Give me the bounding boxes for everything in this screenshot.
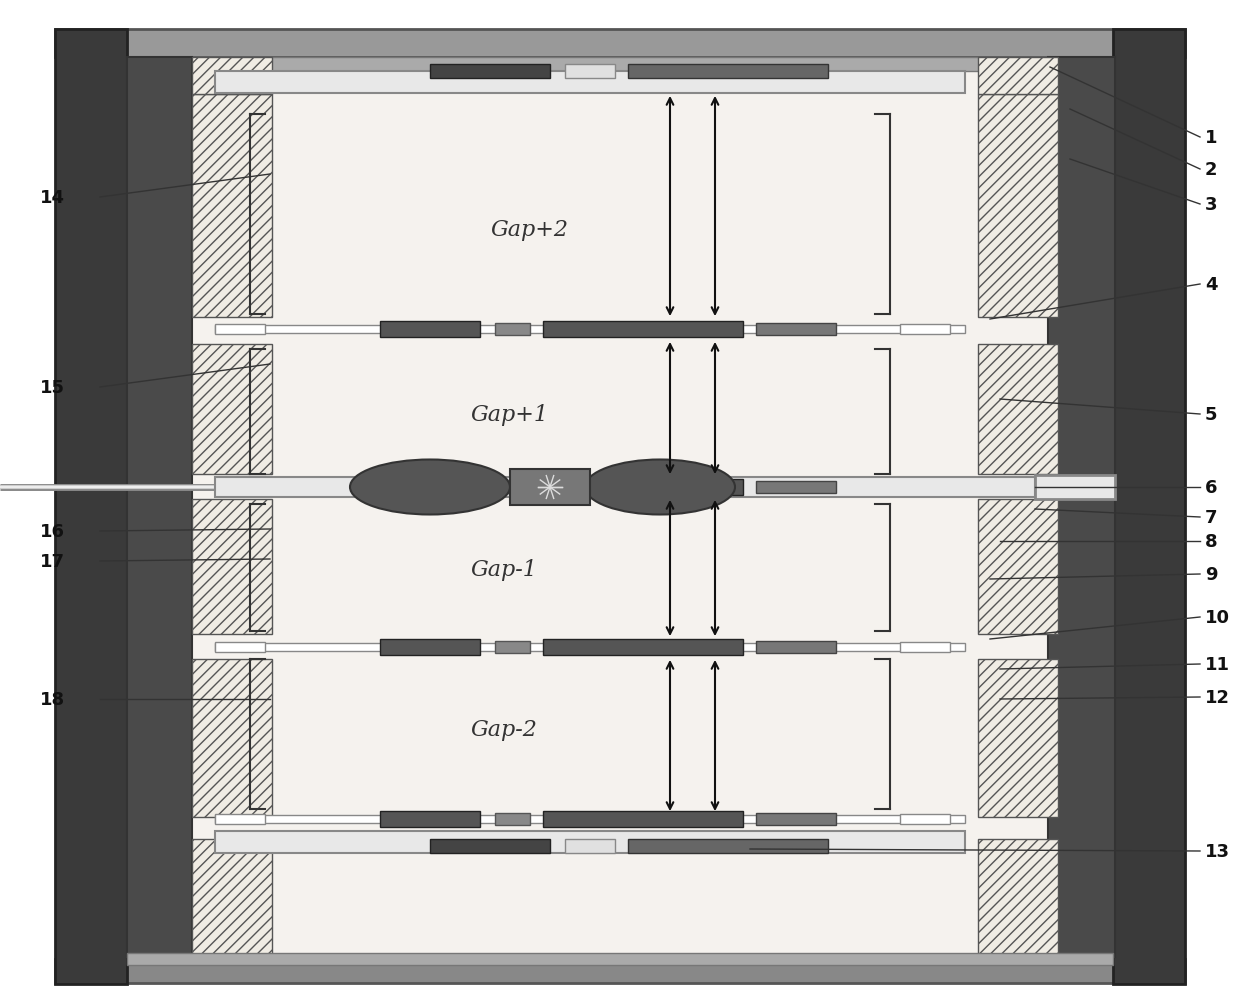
Bar [627,840,828,854]
Text: 5: 5 [1205,405,1218,423]
Bar [900,814,950,824]
Bar [55,959,1185,983]
Bar [978,95,1058,318]
Bar [756,813,836,825]
Bar [430,65,551,79]
Bar [978,659,1058,817]
Bar [565,65,615,79]
Bar [215,831,965,854]
Bar [756,481,836,493]
Text: Gap+1: Gap+1 [470,403,548,425]
Text: 15: 15 [40,378,64,396]
Text: 4: 4 [1205,276,1218,294]
Bar [192,659,272,817]
Bar [543,479,743,495]
Text: 7: 7 [1205,509,1218,527]
Bar [126,58,1114,955]
Bar [543,322,743,338]
Bar [1035,475,1115,499]
Text: 10: 10 [1205,609,1230,627]
Bar [978,345,1058,474]
Bar [126,58,1114,72]
Bar [543,639,743,655]
Bar [126,58,192,957]
Bar [215,477,1035,497]
Bar [978,58,1058,95]
Bar [900,642,950,652]
Bar [495,324,529,336]
Text: 11: 11 [1205,655,1230,673]
Bar [379,639,480,655]
Text: 3: 3 [1205,196,1218,214]
Text: Gap+2: Gap+2 [490,219,568,241]
Bar [215,483,965,491]
Bar [379,811,480,827]
Bar [215,642,265,652]
Bar [1048,58,1115,957]
Bar [192,58,272,95]
Bar [126,953,1114,965]
Text: 16: 16 [40,523,64,541]
Bar [543,811,743,827]
Bar [215,72,965,94]
Bar [215,814,265,824]
Bar [756,324,836,336]
Bar [510,469,590,506]
Bar [379,479,480,495]
Text: 6: 6 [1205,478,1218,496]
Text: Gap-1: Gap-1 [470,559,537,581]
Text: Gap-2: Gap-2 [470,718,537,740]
Text: 8: 8 [1205,533,1218,551]
Bar [900,325,950,335]
Bar [379,322,480,338]
Bar [756,641,836,653]
Text: 13: 13 [1205,843,1230,861]
Text: 9: 9 [1205,566,1218,584]
Bar [192,345,272,474]
Text: 17: 17 [40,553,64,571]
Text: 1: 1 [1205,128,1218,146]
Text: 12: 12 [1205,688,1230,706]
Bar [900,482,950,492]
Bar [215,643,965,651]
Bar [1114,30,1185,984]
Bar [215,482,265,492]
Bar [430,840,551,854]
Bar [565,840,615,854]
Bar [978,499,1058,634]
Bar [192,95,272,318]
Bar [192,840,272,959]
Text: 18: 18 [40,690,66,708]
Bar [215,325,265,335]
Bar [215,326,965,334]
Bar [55,30,126,984]
Bar [192,499,272,634]
Ellipse shape [350,460,510,515]
Bar [627,65,828,79]
Bar [978,840,1058,959]
Bar [215,815,965,823]
Text: 14: 14 [40,189,64,207]
Ellipse shape [585,460,735,515]
Bar [495,641,529,653]
Bar [495,481,529,493]
Bar [495,813,529,825]
Text: 2: 2 [1205,160,1218,179]
Bar [55,30,1185,58]
